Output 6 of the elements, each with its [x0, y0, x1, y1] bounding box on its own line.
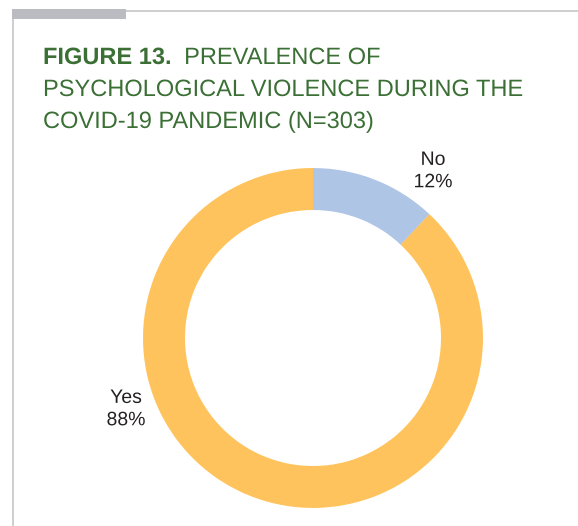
- donut-slice: [143, 168, 483, 508]
- slice-label: Yes: [110, 390, 142, 404]
- chart-title: FIGURE 13. PREVALENCE OF PSYCHOLOGICAL VIOLENCE DURING THE COVID-19 PANDEMIC (N=303): [44, 48, 522, 133]
- slice-label: No: [422, 152, 445, 166]
- data-label: 12%: [415, 174, 452, 188]
- data-label: 88%: [107, 412, 145, 426]
